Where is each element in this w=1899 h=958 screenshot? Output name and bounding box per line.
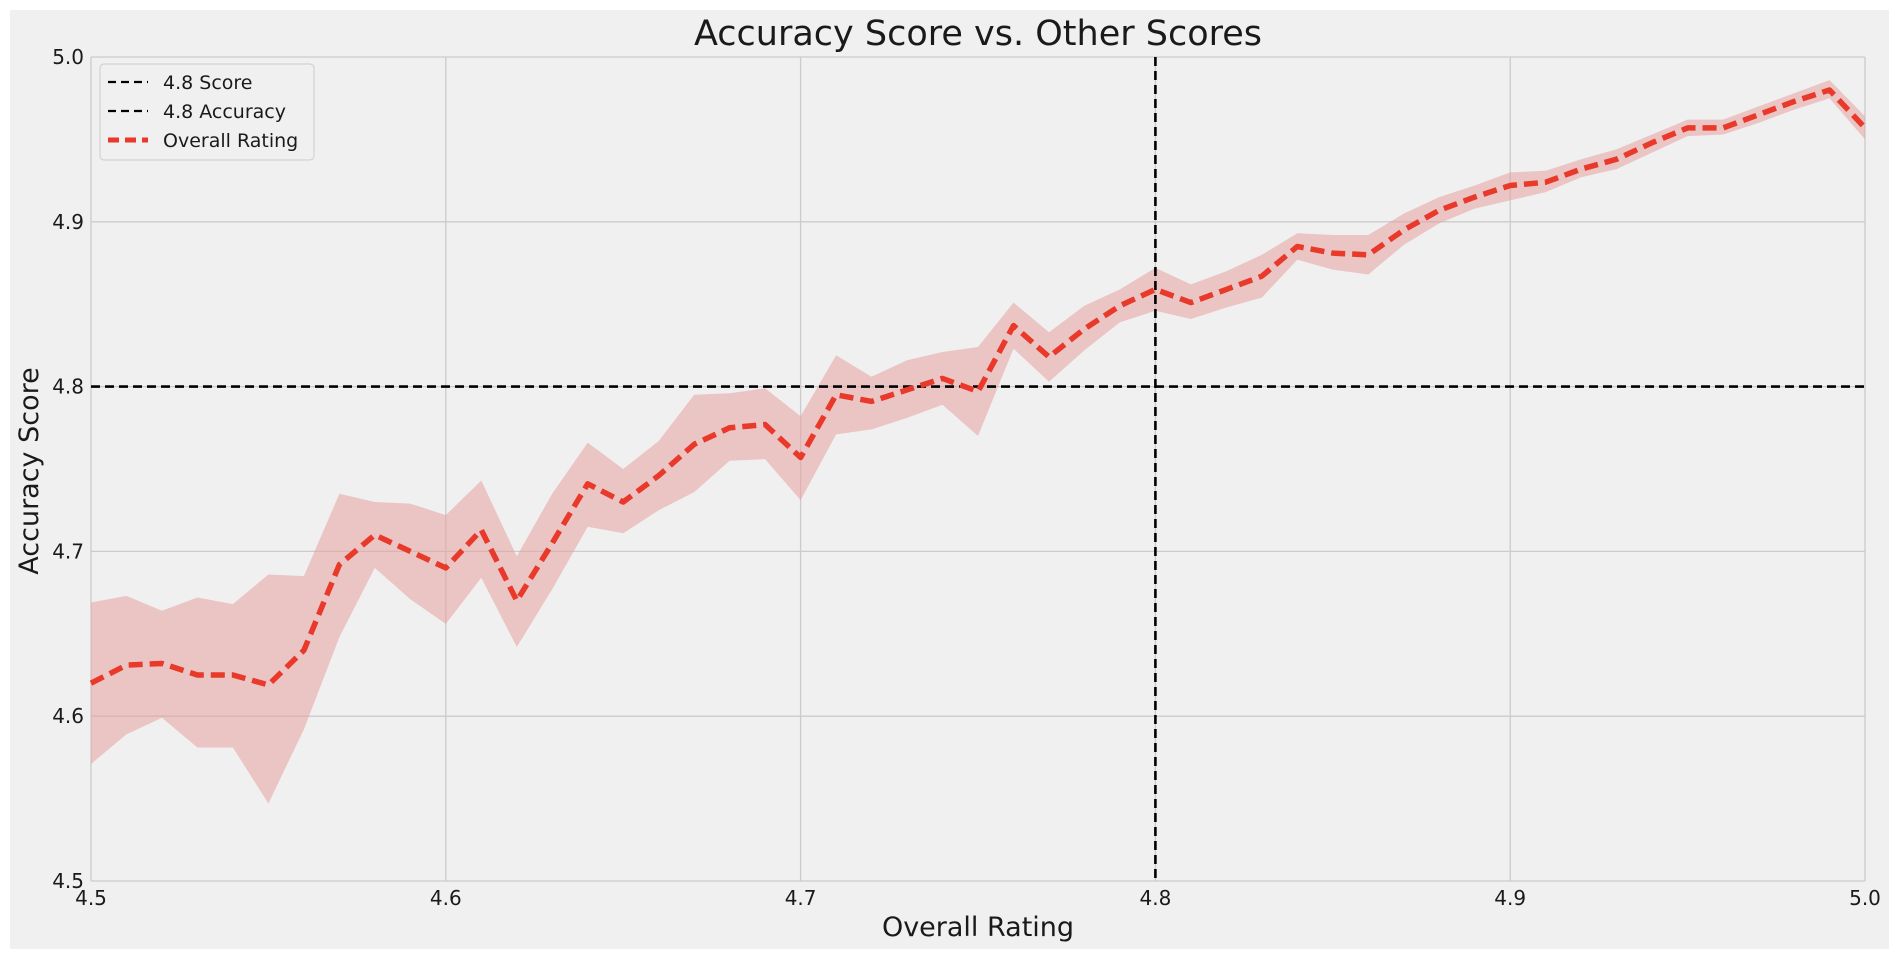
data-point (1083, 327, 1086, 330)
data-point (1296, 245, 1299, 248)
data-point (657, 474, 660, 477)
data-point (586, 482, 589, 485)
y-tick-label: 4.9 (52, 210, 84, 234)
data-point (622, 501, 625, 504)
x-tick-label: 4.5 (75, 886, 107, 910)
y-tick-label: 5.0 (52, 45, 84, 69)
data-point (373, 533, 376, 536)
data-point (1367, 253, 1370, 256)
data-point (1828, 89, 1831, 92)
data-point (1544, 181, 1547, 184)
data-point (1757, 113, 1760, 116)
data-point (728, 426, 731, 429)
data-point (1225, 288, 1228, 291)
x-tick-label: 4.8 (1139, 886, 1171, 910)
data-point (941, 377, 944, 380)
x-tick-label: 4.9 (1494, 886, 1526, 910)
data-point (906, 388, 909, 391)
data-point (1331, 252, 1334, 255)
data-point (515, 599, 518, 602)
data-point (409, 550, 412, 553)
y-tick-label: 4.5 (52, 869, 84, 893)
confidence-band (91, 80, 1865, 804)
data-point (1154, 288, 1157, 291)
data-point (870, 400, 873, 403)
x-tick-label: 4.6 (430, 886, 462, 910)
data-point (1615, 158, 1618, 161)
data-point (302, 649, 305, 652)
y-tick-label: 4.6 (52, 704, 84, 728)
series-line-layer (89, 87, 1868, 688)
data-point (1260, 275, 1263, 278)
legend-label-4-8-accuracy: 4.8 Accuracy (163, 101, 286, 123)
y-axis-title: Accuracy Score (14, 367, 45, 574)
x-tick-label: 5.0 (1849, 886, 1881, 910)
data-point (231, 674, 234, 677)
data-point (1402, 229, 1405, 232)
data-point (1189, 301, 1192, 304)
legend-box (99, 63, 315, 161)
data-point (1722, 126, 1725, 129)
legend-label-4-8-score: 4.8 Score (163, 72, 252, 94)
x-tick-label: 4.7 (785, 886, 817, 910)
data-point (267, 683, 270, 686)
data-point (835, 393, 838, 396)
data-point (90, 682, 93, 685)
tick-labels: 4.5 4.6 4.7 4.8 4.9 5.0 4.5 4.6 4.7 4.8 4.9 5.0 (52, 45, 1881, 910)
data-point (1048, 355, 1051, 358)
data-point (338, 563, 341, 566)
y-tick-label: 4.8 (52, 375, 84, 399)
data-point (764, 423, 767, 426)
data-point (693, 443, 696, 446)
legend: 4.8 Score 4.8 Accuracy Overall Rating (99, 63, 315, 161)
data-point (444, 566, 447, 569)
data-point (1438, 209, 1441, 212)
data-point (1118, 304, 1121, 307)
y-tick-label: 4.7 (52, 539, 84, 563)
data-point (1793, 100, 1796, 103)
data-point (1686, 126, 1689, 129)
x-axis-title: Overall Rating (882, 912, 1074, 943)
series-line-overall-rating (89, 87, 1868, 688)
data-point (480, 529, 483, 532)
data-point (1651, 141, 1654, 144)
data-point (1864, 126, 1867, 129)
data-point (551, 542, 554, 545)
confidence-band-layer (91, 80, 1865, 804)
data-point (161, 662, 164, 665)
data-point (1509, 184, 1512, 187)
data-point (977, 390, 980, 393)
legend-label-overall-rating: Overall Rating (163, 130, 298, 152)
data-point (799, 456, 802, 459)
data-point (196, 674, 199, 677)
data-point (1580, 168, 1583, 171)
chart-title: Accuracy Score vs. Other Scores (694, 14, 1262, 54)
data-point (1012, 324, 1015, 327)
data-point (125, 664, 128, 667)
data-point (1473, 196, 1476, 199)
